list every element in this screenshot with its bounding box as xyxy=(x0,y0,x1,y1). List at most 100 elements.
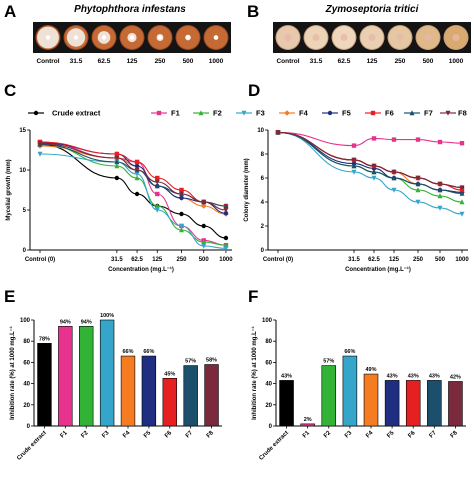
y-tick-label: 60 xyxy=(265,360,272,366)
y-tick-label: 10 xyxy=(19,168,26,174)
y-axis-title: Colony diameter (mm) xyxy=(244,158,250,221)
panel-b-title: Zymoseptoria tritici xyxy=(325,4,419,15)
plate-a-plug xyxy=(157,35,163,40)
data-point xyxy=(371,175,377,181)
x-tick-label: 62.5 xyxy=(368,257,380,263)
bar-value-label: 42% xyxy=(450,374,461,380)
plate-a-plug xyxy=(101,35,107,40)
panel-b-plates xyxy=(275,25,469,50)
chart-c-mycelial-growth: 0 5 10 15 Control (0) 31.5 62.5 125 250 500 1000 Co… xyxy=(6,128,233,273)
category-label: F7 xyxy=(185,430,195,440)
plate-b-colony xyxy=(452,34,460,41)
data-point xyxy=(134,163,140,169)
y-tick-label: 40 xyxy=(265,382,272,388)
data-point xyxy=(134,167,140,173)
panel-a: A Phytophthora infestans Control 31.5 62.5… xyxy=(4,2,231,65)
plate-b-colony xyxy=(312,34,320,41)
data-point xyxy=(154,183,160,189)
plate-b-colony xyxy=(396,34,404,41)
bar-value-label: 43% xyxy=(408,373,419,379)
legend-label: F8 xyxy=(458,109,467,118)
x-tick-label: Control (0) xyxy=(25,257,55,263)
x-tick-label: 500 xyxy=(435,257,446,263)
panel-a-plates xyxy=(35,25,229,50)
y-tick-label: 0 xyxy=(269,424,273,430)
bar xyxy=(99,319,115,427)
data-point xyxy=(134,171,140,177)
data-point xyxy=(201,199,207,205)
data-point xyxy=(154,207,160,213)
y-tick-label: 10 xyxy=(257,128,264,134)
x-tick-label: 125 xyxy=(152,257,163,263)
bar xyxy=(300,423,315,427)
legend-item: F6 xyxy=(365,109,394,118)
plate-a-plug xyxy=(185,35,191,40)
data-point xyxy=(415,137,421,142)
bar xyxy=(405,380,421,427)
panel-letter-a: A xyxy=(4,2,16,21)
bar xyxy=(448,381,463,427)
bar-value-label: 57% xyxy=(185,359,196,365)
data-point xyxy=(391,175,397,181)
category-label: F3 xyxy=(344,430,354,440)
bar-value-label: 100% xyxy=(100,313,114,319)
y-tick-label: 0 xyxy=(27,424,31,430)
bar xyxy=(204,364,219,427)
panel-letter-d: D xyxy=(248,81,260,100)
bar xyxy=(363,373,379,427)
y-tick-label: 8 xyxy=(261,152,265,158)
data-point xyxy=(459,141,465,146)
data-point xyxy=(371,169,377,175)
data-point xyxy=(179,187,184,193)
data-point xyxy=(114,159,120,165)
series-line xyxy=(39,143,226,239)
bar xyxy=(58,326,73,427)
data-point xyxy=(391,137,397,142)
legend-label: F3 xyxy=(256,109,265,118)
bar-value-label: 43% xyxy=(387,373,398,379)
x-tick-label: 1000 xyxy=(219,257,233,263)
category-label: Crude extract xyxy=(258,430,290,462)
y-tick-label: 80 xyxy=(23,339,30,345)
x-tick-label: 500 xyxy=(199,257,210,263)
y-tick-label: 80 xyxy=(265,339,272,345)
legend-label: F7 xyxy=(424,109,433,118)
legend-item: F4 xyxy=(279,109,309,118)
plate-b-label: 62.5 xyxy=(338,58,351,65)
bar xyxy=(162,377,177,427)
series-line xyxy=(39,143,226,207)
plate-b-label: 1000 xyxy=(449,58,464,65)
data-point xyxy=(134,191,140,197)
plate-b-label: 500 xyxy=(423,58,434,65)
y-tick-label: 60 xyxy=(23,360,30,366)
bar xyxy=(141,355,157,427)
data-point xyxy=(437,187,443,193)
legend-item: F8 xyxy=(440,109,467,118)
data-point xyxy=(114,163,120,169)
data-point xyxy=(459,190,465,196)
data-point xyxy=(114,155,120,161)
bar xyxy=(120,355,136,427)
category-label: F1 xyxy=(302,430,312,440)
bar-value-label: 43% xyxy=(281,373,292,379)
legend-item: F2 xyxy=(193,109,222,118)
category-label: F7 xyxy=(429,430,439,440)
plate-a-label: 31.5 xyxy=(70,58,83,65)
plate-a-plug xyxy=(45,35,51,40)
legend-label: F1 xyxy=(171,109,180,118)
data-point xyxy=(223,203,229,209)
y-tick-label: 20 xyxy=(23,403,30,409)
legend-item: F7 xyxy=(404,109,433,118)
bar-value-label: 78% xyxy=(39,336,50,342)
data-point xyxy=(459,211,465,217)
bar xyxy=(321,365,337,427)
x-axis-title: Concentration (mg.L⁻¹) xyxy=(345,266,411,273)
y-axis-title: Inhibition rate (%) at 1000 mg.L⁻¹ xyxy=(251,326,258,420)
category-label: F8 xyxy=(450,430,460,440)
legend-marker xyxy=(409,110,415,116)
bar-value-label: 66% xyxy=(122,349,133,355)
plate-b-label: 250 xyxy=(395,58,406,65)
category-label: F4 xyxy=(365,430,375,440)
category-label: F5 xyxy=(386,430,396,440)
